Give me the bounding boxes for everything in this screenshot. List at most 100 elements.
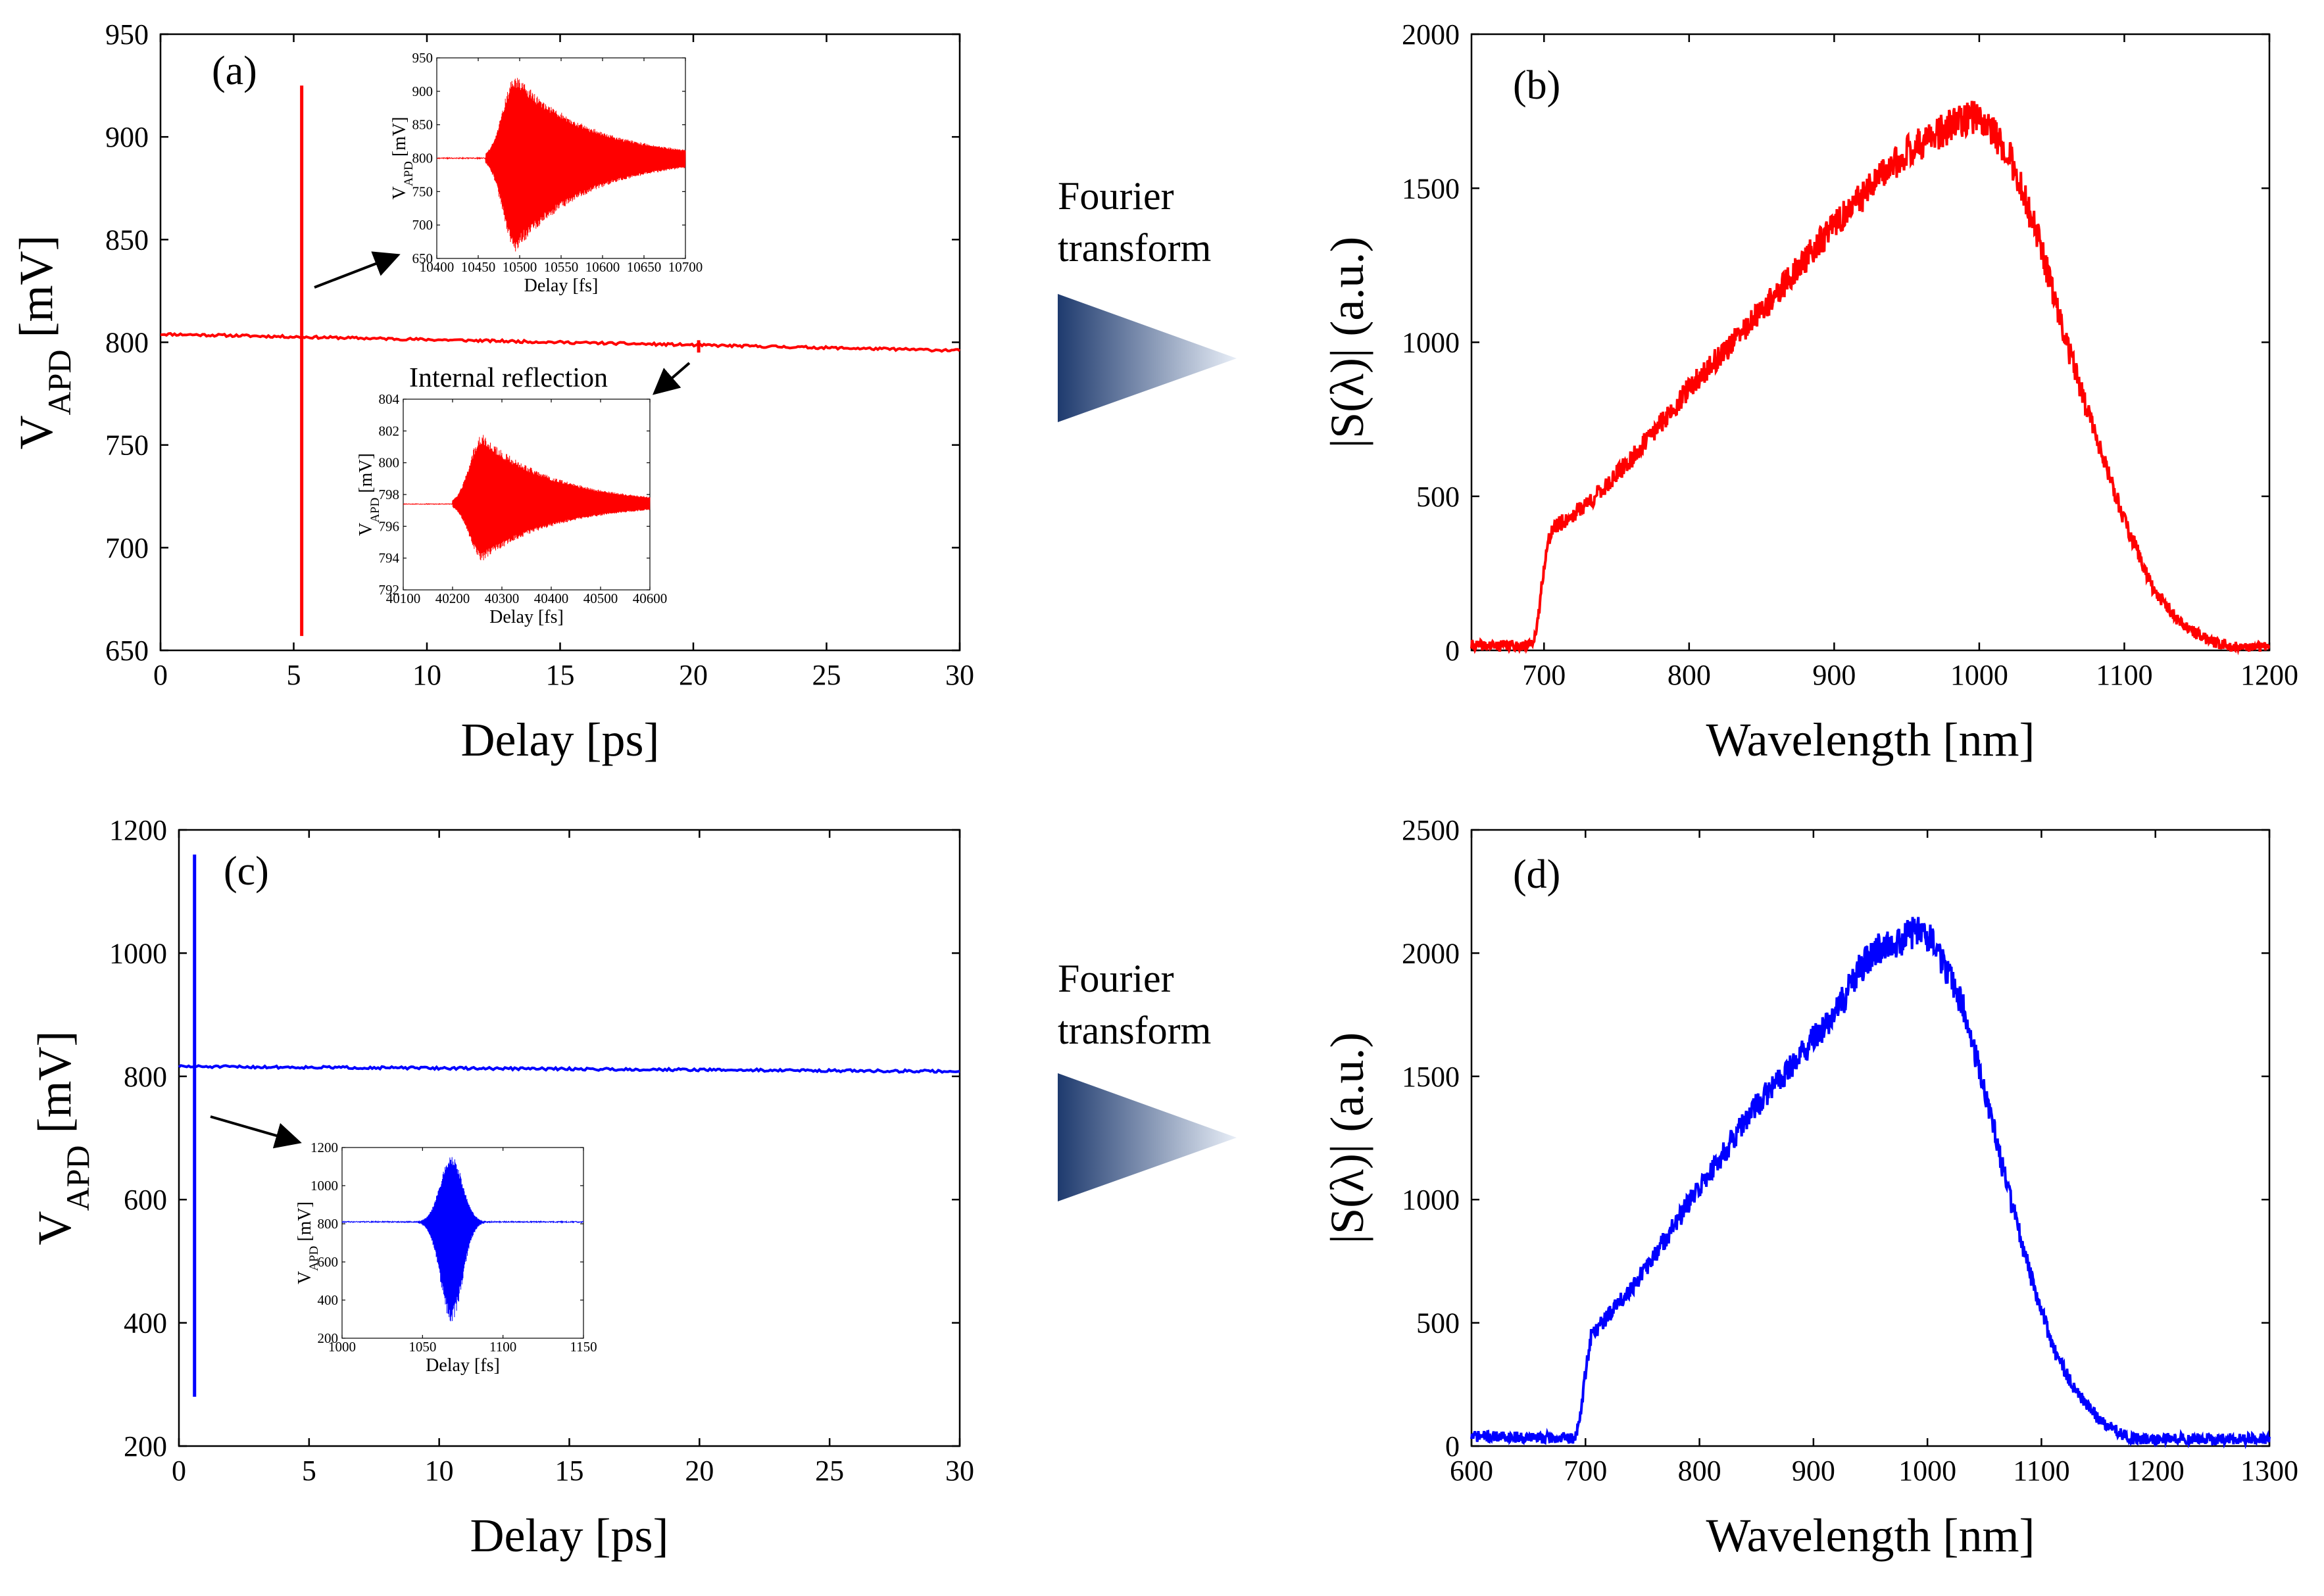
panel-d-plot-frame <box>1470 829 2271 1447</box>
inset-a2: 40100 40200 40300 40400 40500 40600 792 794 796 7… <box>356 391 667 627</box>
panel-d-ytick-label: 500 <box>1416 1307 1460 1340</box>
inset-c: 1000 1050 1100 1150 200 400 600 800 1000 1200 Dela… <box>295 1140 597 1376</box>
panel-c-xtick-label: 25 <box>815 1455 844 1487</box>
inset-c-ytick-label: 200 <box>318 1330 339 1346</box>
panel-c-xtick-label: 20 <box>685 1455 714 1487</box>
inset-c-xtick-label: 1000 <box>328 1339 356 1355</box>
panel-c-xtick-label: 30 <box>945 1455 974 1487</box>
inset-arrow-c <box>210 1115 302 1149</box>
inset-a1-ylabel: VAPD [mV] <box>389 117 416 200</box>
panel-d-xlabel: Wavelength [nm] <box>1706 1509 2035 1562</box>
panel-a-xtick-label: 25 <box>812 659 841 691</box>
inset-c-signal-series <box>341 1157 584 1322</box>
fourier-arrow-2 <box>1058 1073 1237 1201</box>
panel-d-xtick-label: 800 <box>1678 1455 1721 1487</box>
panel-c-xtick-label: 5 <box>302 1455 316 1487</box>
panel-b-ylabel: |S(λ)| (a.u.) <box>1321 237 1373 448</box>
inset-a2-ytick-label: 794 <box>379 550 400 566</box>
panel-a-xtick-label: 0 <box>153 659 168 691</box>
inset-a1-xlabel: Delay [fs] <box>524 276 599 296</box>
panel-b-xlabel: Wavelength [nm] <box>1706 713 2035 766</box>
inset-a1-xtick-label: 10400 <box>420 259 455 275</box>
panel-b-xtick-label: 700 <box>1522 659 1566 691</box>
inset-a2-ylabel: VAPD [mV] <box>356 453 382 536</box>
inset-a2-ytick-label: 798 <box>379 487 400 502</box>
inset-c-ytick-label: 400 <box>318 1292 339 1308</box>
panel-d-xtick-label: 1100 <box>2013 1455 2069 1487</box>
panel-a-ytick-label: 700 <box>105 532 149 564</box>
panel-b-ytick-label: 1000 <box>1402 327 1460 359</box>
panel-d-xtick-label: 1200 <box>2127 1455 2185 1487</box>
inset-a2-signal-series <box>403 435 651 561</box>
panel-b-plot-frame <box>1470 33 2271 652</box>
panel-d-ytick-label: 0 <box>1445 1430 1460 1463</box>
fourier-arrow-1 <box>1058 294 1237 422</box>
inset-c-xlabel: Delay [fs] <box>426 1355 500 1376</box>
panel-a-ytick-label: 850 <box>105 224 149 256</box>
inset-arrow-a1 <box>314 251 401 289</box>
inset-a1-ytick-label: 850 <box>412 117 433 133</box>
fourier-label-2-line2: transform <box>1058 1009 1211 1052</box>
panel-d-ytick-label: 2500 <box>1402 814 1460 846</box>
inset-a1-ytick-label: 800 <box>412 151 433 166</box>
inset-a1-xtick-label: 10600 <box>585 259 620 275</box>
panel-c-xtick-label: 10 <box>425 1455 454 1487</box>
panel-a-ytick-label: 750 <box>105 429 149 462</box>
inset-a1-xtick-label: 10550 <box>544 259 579 275</box>
panel-b-xtick-label: 1100 <box>2096 659 2152 691</box>
panel-a-xtick-label: 15 <box>546 659 575 691</box>
inset-arrow-a2 <box>652 362 691 395</box>
inset-a1-ytick-label: 700 <box>412 217 433 233</box>
panel-d-ytick-label: 1500 <box>1402 1061 1460 1093</box>
panel-c-ytick-label: 800 <box>124 1061 167 1093</box>
inset-a1-ytick-label: 750 <box>412 183 433 199</box>
panel-a-ytick-label: 900 <box>105 121 149 153</box>
panel-c-xlabel: Delay [ps] <box>470 1509 669 1562</box>
panel-c: 0 5 10 15 20 25 30 200 400 600 800 1000 1200 Delay [p… <box>28 814 974 1562</box>
inset-a2-xtick-label: 40600 <box>633 591 668 606</box>
panel-d-ylabel: |S(λ)| (a.u.) <box>1321 1032 1373 1244</box>
inset-c-ytick-label: 1200 <box>310 1140 338 1155</box>
inset-c-ytick-label: 1000 <box>310 1178 338 1194</box>
inset-a2-xtick-label: 40200 <box>435 591 470 606</box>
panel-d-ytick-label: 2000 <box>1402 937 1460 969</box>
panel-c-xtick-label: 0 <box>172 1455 186 1487</box>
inset-a2-xtick-label: 40500 <box>583 591 618 606</box>
panel-d-xtick-label: 1300 <box>2240 1455 2298 1487</box>
panel-a-xtick-label: 20 <box>679 659 708 691</box>
inset-a2-ytick-label: 796 <box>379 518 400 534</box>
inset-c-xtick-label: 1050 <box>408 1339 436 1355</box>
panel-c-ytick-label: 1200 <box>109 814 167 846</box>
inset-c-xtick-label: 1150 <box>570 1339 597 1355</box>
panel-a-ytick-label: 950 <box>105 18 149 51</box>
panel-label-b: (b) <box>1513 63 1560 108</box>
inset-a2-xtick-label: 40300 <box>485 591 520 606</box>
panel-b-ytick-label: 0 <box>1445 635 1460 667</box>
panel-c-ytick-label: 600 <box>124 1184 167 1216</box>
panel-b-xtick-label: 900 <box>1812 659 1856 691</box>
panel-c-ytick-label: 400 <box>124 1307 167 1340</box>
panel-a-xtick-label: 5 <box>287 659 301 691</box>
panel-d-spectrum-series <box>1470 917 2271 1449</box>
panel-a-xtick-label: 10 <box>412 659 441 691</box>
inset-a1-xtick-label: 10650 <box>627 259 662 275</box>
panel-a-xlabel: Delay [ps] <box>461 713 660 766</box>
inset-a2-ytick-label: 800 <box>379 455 400 471</box>
panel-d-xtick-label: 600 <box>1450 1455 1493 1487</box>
inset-a2-ytick-label: 802 <box>379 423 400 439</box>
panel-d-xtick-label: 1000 <box>1898 1455 1956 1487</box>
inset-c-plot-frame <box>341 1147 584 1339</box>
inset-c-ylabel: VAPD [mV] <box>295 1201 321 1284</box>
inset-a1-ytick-label: 650 <box>412 251 433 266</box>
inset-a1-ytick-label: 950 <box>412 50 433 66</box>
panel-label-c: (c) <box>224 849 269 894</box>
fourier-label-2-line1: Fourier <box>1058 957 1174 1000</box>
panel-b-ytick-label: 1500 <box>1402 172 1460 205</box>
inset-a1: 10400 10450 10500 10550 10600 10650 10700 650 70… <box>389 50 703 296</box>
panel-b-xtick-label: 1200 <box>2240 659 2298 691</box>
panel-label-d: (d) <box>1513 852 1560 897</box>
panel-a: 0 5 10 15 20 25 30 650 700 750 800 850 900 950 Delay [… <box>10 18 974 766</box>
panel-c-xtick-label: 15 <box>555 1455 584 1487</box>
inset-a2-xlabel: Delay [fs] <box>489 607 564 627</box>
